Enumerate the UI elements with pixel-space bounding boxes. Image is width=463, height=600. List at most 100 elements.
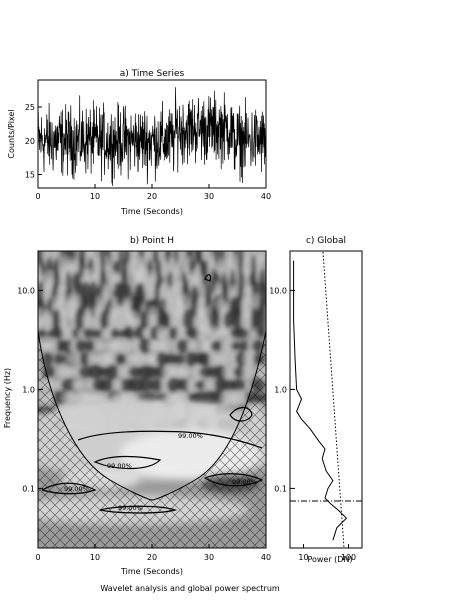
y-tick-label: 1.0 bbox=[22, 385, 35, 394]
wavelet-blob bbox=[156, 351, 168, 367]
panel-b: b) Point H bbox=[3, 236, 271, 576]
wavelet-blob bbox=[214, 364, 227, 380]
significance-contours bbox=[41, 274, 264, 514]
wavelet-blob bbox=[138, 377, 153, 393]
wavelet-blob bbox=[115, 306, 126, 334]
wavelet-blob bbox=[119, 365, 133, 379]
y-tick-label: 15 bbox=[25, 171, 35, 180]
wavelet-map: 99.00% 99.00% 99.00% 99.00% 99.00% bbox=[38, 251, 266, 548]
wavelet-blob bbox=[167, 285, 176, 303]
wavelet-blob bbox=[43, 309, 52, 331]
wavelet-blob bbox=[83, 309, 92, 331]
wavelet-blob bbox=[218, 351, 230, 367]
wavelet-blob bbox=[138, 282, 145, 306]
wavelet-blob bbox=[223, 310, 234, 330]
wavelet-blob bbox=[161, 311, 170, 329]
wavelet-blob bbox=[239, 273, 246, 289]
wavelet-blob bbox=[190, 391, 207, 405]
x-tick-label: 0 bbox=[35, 192, 40, 201]
wavelet-blob bbox=[178, 366, 191, 378]
wavelet-blob bbox=[105, 364, 118, 380]
wavelet-blob bbox=[209, 326, 219, 340]
wavelet-blob bbox=[71, 380, 86, 390]
wavelet-blob bbox=[232, 306, 241, 334]
x-tick-label: 0 bbox=[35, 553, 40, 562]
wavelet-blob bbox=[161, 259, 168, 277]
panel-c-frame bbox=[289, 250, 363, 549]
wavelet-blob bbox=[124, 325, 134, 341]
wavelet-blob bbox=[194, 380, 207, 390]
panel-a-xticks: 0 10 20 30 40 bbox=[35, 184, 271, 201]
wavelet-blob bbox=[98, 378, 114, 392]
y-tick-label: 20 bbox=[25, 137, 35, 146]
wavelet-blob bbox=[110, 328, 120, 338]
wavelet-blob bbox=[62, 339, 73, 353]
y-tick-label: 10.0 bbox=[269, 286, 287, 295]
wavelet-blob bbox=[166, 377, 181, 393]
panel-a-title: a) Time Series bbox=[120, 69, 185, 79]
wavelet-blob bbox=[149, 325, 160, 341]
wavelet-blob bbox=[210, 340, 222, 352]
wavelet-blob bbox=[209, 306, 220, 334]
wavelet-blob bbox=[117, 281, 126, 307]
wavelet-blob bbox=[223, 365, 237, 379]
global-spectrum-line bbox=[293, 260, 348, 541]
wavelet-blob bbox=[208, 353, 221, 365]
wavelet-blob bbox=[197, 251, 203, 264]
x-tick-label: 100 bbox=[341, 553, 356, 562]
wavelet-blob bbox=[112, 380, 125, 390]
panel-b-xlabel: Time (Seconds) bbox=[120, 567, 183, 576]
wavelet-blob bbox=[118, 251, 123, 265]
wavelet-blob bbox=[128, 310, 139, 330]
wavelet-blob bbox=[186, 351, 198, 367]
wavelet-blob bbox=[99, 309, 110, 331]
wavelet-blob bbox=[242, 311, 253, 329]
y-tick-label: 1.0 bbox=[274, 385, 287, 394]
wavelet-blob bbox=[145, 365, 158, 379]
wavelet-blob bbox=[88, 364, 103, 380]
wavelet-blob bbox=[78, 366, 93, 378]
wavelet-blob bbox=[119, 338, 132, 354]
wavelet-blob bbox=[164, 353, 176, 365]
wavelet-blob bbox=[75, 340, 86, 352]
wavelet-blob bbox=[38, 328, 47, 338]
wavelet-blob bbox=[220, 391, 237, 405]
contour-labels: 99.00% 99.00% 99.00% 99.00% 99.00% bbox=[64, 432, 257, 512]
wavelet-blob bbox=[143, 328, 152, 338]
contour-label: 99.00% bbox=[107, 462, 132, 470]
wavelet-blob bbox=[44, 340, 57, 352]
wavelet-blob bbox=[239, 340, 250, 352]
wavelet-blob bbox=[159, 338, 171, 354]
wavelet-blob bbox=[187, 341, 198, 351]
wavelet-blob bbox=[222, 338, 234, 354]
wavelet-blob bbox=[38, 307, 44, 333]
y-tick-label: 10.0 bbox=[17, 286, 35, 295]
wavelet-blob bbox=[149, 272, 156, 290]
wavelet-blob bbox=[138, 338, 151, 354]
wavelet-blob bbox=[59, 309, 68, 331]
wavelet-blob bbox=[156, 326, 168, 340]
panel-b-yticks: 0.1 1.0 10.0 bbox=[17, 286, 43, 493]
wavelet-blob bbox=[114, 353, 127, 365]
wavelet-blob bbox=[182, 308, 194, 332]
wavelet-blob bbox=[150, 378, 163, 392]
wavelet-blob bbox=[216, 327, 228, 339]
wavelet-blob bbox=[67, 353, 80, 365]
wavelet-blob bbox=[95, 341, 105, 351]
wavelet-blob bbox=[196, 325, 208, 341]
wavelet-blob bbox=[232, 390, 246, 406]
wavelet-blob bbox=[176, 378, 190, 392]
wavelet-blob bbox=[52, 308, 61, 332]
wavelet-blob bbox=[225, 257, 231, 279]
time-series-line bbox=[37, 87, 267, 187]
panel-c: c) Global 10 100 0.1 1.0 10.0 Power (DN) bbox=[269, 236, 363, 564]
wavelet-blob bbox=[233, 366, 246, 378]
y-tick-label: 25 bbox=[25, 103, 35, 112]
panel-c-yticks: 0.1 1.0 10.0 bbox=[269, 286, 295, 493]
wavelet-blob bbox=[87, 355, 100, 363]
cone-of-influence-line bbox=[38, 330, 266, 501]
contour-label: 99.00% bbox=[232, 478, 257, 486]
wavelet-blob bbox=[191, 364, 204, 380]
wavelet-blob bbox=[164, 298, 174, 316]
